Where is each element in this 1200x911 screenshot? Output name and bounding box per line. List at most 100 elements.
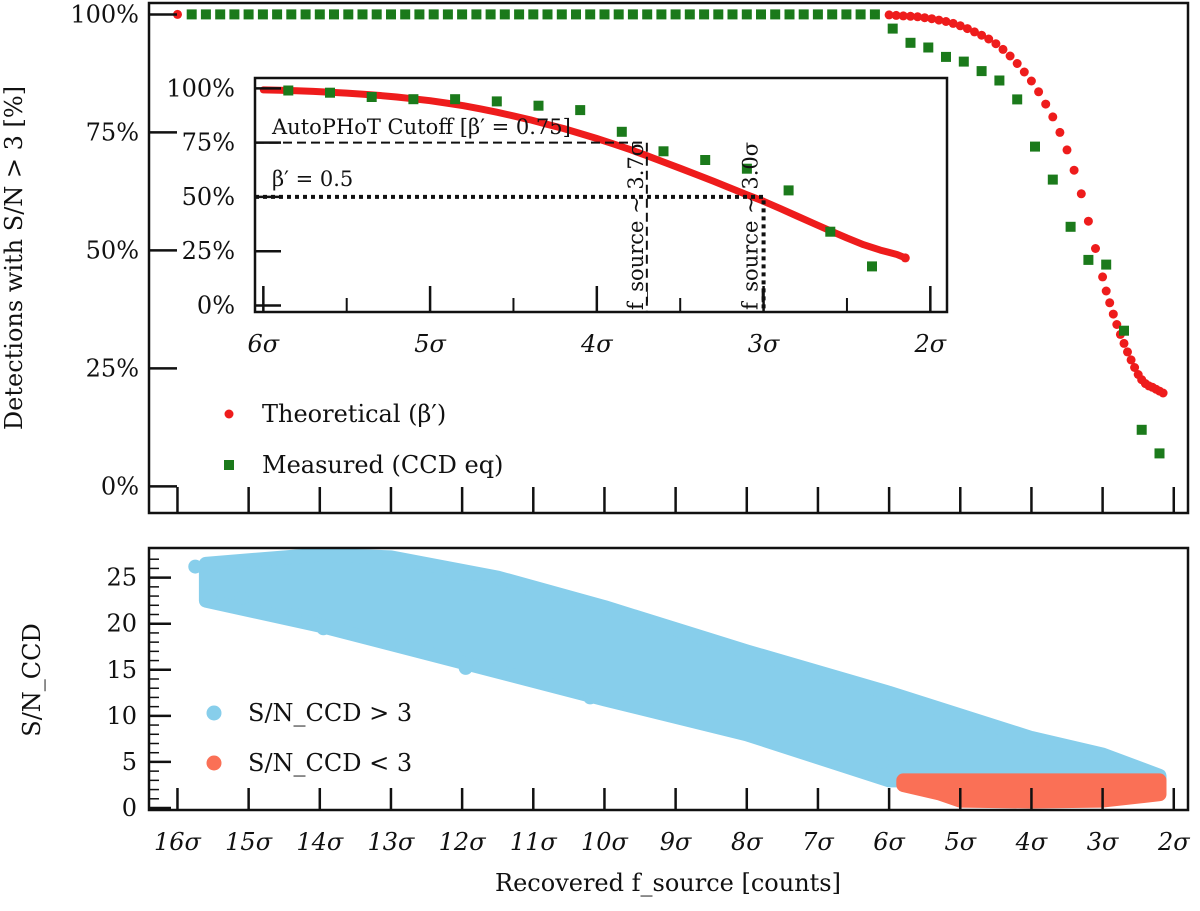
measured-point — [514, 9, 525, 20]
top-axes-frame — [147, 1, 1190, 515]
measured-point — [329, 9, 339, 20]
measured-point — [905, 37, 916, 48]
measured-point — [542, 9, 553, 20]
legend-measured-marker — [224, 460, 234, 470]
snr_above-point — [875, 754, 889, 769]
inset-measured-point — [283, 85, 294, 96]
measured-point — [528, 9, 539, 20]
measured-point — [386, 9, 396, 20]
inset-y-tick-label: 75% — [182, 129, 235, 157]
measured-point — [1154, 448, 1165, 459]
inset-measured-point — [575, 105, 586, 116]
measured-point — [869, 9, 880, 20]
measured-point — [243, 9, 254, 20]
bottom-y-ticks: 0 5 10 15 20 25 — [106, 558, 171, 822]
theoretical-point — [991, 39, 1001, 49]
theoretical-point — [984, 34, 994, 44]
bottom-y-tick-label: 20 — [106, 610, 137, 638]
bottom-y-tick-label: 15 — [106, 656, 137, 684]
measured-point — [1047, 174, 1058, 185]
inset-cutoff-label: AutoPHoT Cutoff [β′ = 0.75] — [271, 115, 571, 139]
theoretical-point — [1101, 286, 1111, 296]
measured-point — [272, 9, 283, 20]
measured-point — [923, 42, 934, 53]
measured-point — [599, 9, 610, 20]
bottom-x-tick-label: 3σ — [1087, 828, 1119, 856]
y-tick-label: 25% — [86, 354, 139, 382]
legend-snr-above-marker — [206, 705, 222, 721]
bottom-x-tick-label: 15σ — [225, 828, 273, 856]
inset-cutoff-line — [255, 141, 648, 312]
measured-point — [670, 9, 681, 20]
bottom-y-tick-label: 10 — [106, 702, 137, 730]
theoretical-point — [1026, 76, 1036, 86]
measured-point — [855, 9, 866, 20]
theoretical-point — [1105, 298, 1115, 308]
theoretical-point — [1069, 165, 1079, 175]
bottom-y-tick-label: 5 — [122, 748, 137, 776]
measured-point — [371, 9, 382, 20]
measured-point — [741, 9, 752, 20]
inset-x-tick-label: 2σ — [913, 330, 946, 358]
y-tick-label: 75% — [86, 118, 139, 146]
measured-point — [727, 9, 738, 20]
inset-measured-point — [783, 185, 794, 196]
snr_above-point — [316, 621, 331, 636]
measured-point — [812, 9, 823, 20]
inset-measured-point — [741, 163, 752, 174]
theoretical-point — [913, 12, 923, 22]
theoretical-point — [1091, 244, 1100, 253]
inset-chart: 0% 25% 50% 75% 100% 6σ 5σ 4σ 3σ 2σ AutoPHoT Cuto… — [166, 74, 949, 358]
theoretical-point — [1062, 145, 1072, 155]
theoretical-point — [1126, 355, 1136, 365]
inset-x-tick-label: 6σ — [248, 330, 280, 358]
bottom-x-tick-label: 2σ — [1157, 828, 1190, 856]
bottom-y-tick-label: 25 — [106, 564, 137, 592]
inset-x-ticks: 6σ 5σ 4σ 3σ 2σ — [248, 286, 947, 358]
measured-point — [827, 9, 838, 20]
bottom-y-axis-label: S/N_CCD — [18, 623, 46, 737]
measured-point — [1065, 221, 1076, 232]
bottom-x-axis-label: Recovered f_source [counts] — [495, 869, 841, 897]
theoretical-point — [962, 24, 972, 34]
legend-snr-below-label: S/N_CCD < 3 — [248, 749, 412, 777]
measured-point — [556, 9, 567, 20]
inset-half-label: β′ = 0.5 — [272, 167, 353, 191]
theoretical-point — [1055, 127, 1065, 137]
bottom-x-tick-label: 8σ — [731, 828, 763, 856]
legend-snr-below-marker — [206, 755, 222, 771]
top-y-axis-label: Detections with S/N > 3 [%] — [0, 86, 28, 430]
bottom-x-tick-label: 10σ — [581, 828, 629, 856]
bottom-x-tick-label: 12σ — [439, 828, 487, 856]
inset-measured-point — [867, 261, 877, 272]
theoretical-point — [1123, 347, 1132, 357]
y-tick-label: 100% — [70, 0, 139, 28]
theoretical-point — [1083, 216, 1093, 226]
top-y-ticks: 0% 25% 50% 75% 100% — [70, 0, 177, 500]
theoretical-point — [891, 10, 901, 20]
measured-point — [314, 9, 325, 20]
theoretical-point — [998, 44, 1008, 54]
inset-measured-point — [450, 94, 461, 105]
theoretical-point — [948, 18, 958, 28]
bottom-y-tick-label: 0 — [122, 794, 137, 822]
theoretical-point — [1041, 99, 1051, 109]
measured-point — [400, 9, 411, 20]
inset-x-tick-label: 4σ — [580, 330, 613, 358]
legend-theoretical-marker — [224, 409, 234, 419]
measured-point — [585, 9, 596, 20]
measured-point — [642, 9, 653, 20]
snr_above-point — [202, 589, 217, 604]
theoretical-point — [1019, 67, 1029, 77]
legend-snr-above-label: S/N_CCD > 3 — [248, 699, 412, 727]
snr_above-point — [394, 637, 409, 651]
inset-measured-point — [825, 226, 836, 237]
inset-half-line — [255, 194, 766, 312]
snr_above-point-cloud — [198, 547, 1167, 788]
theoretical-point — [977, 30, 987, 40]
measured-point — [442, 9, 453, 20]
measured-point — [428, 9, 439, 20]
inset-x-tick-label: 3σ — [748, 330, 780, 358]
inset-measured-point — [366, 92, 377, 102]
top-panel: 0% 25% 50% 75% 100% Detections with S/N > 3 … — [0, 0, 1190, 515]
